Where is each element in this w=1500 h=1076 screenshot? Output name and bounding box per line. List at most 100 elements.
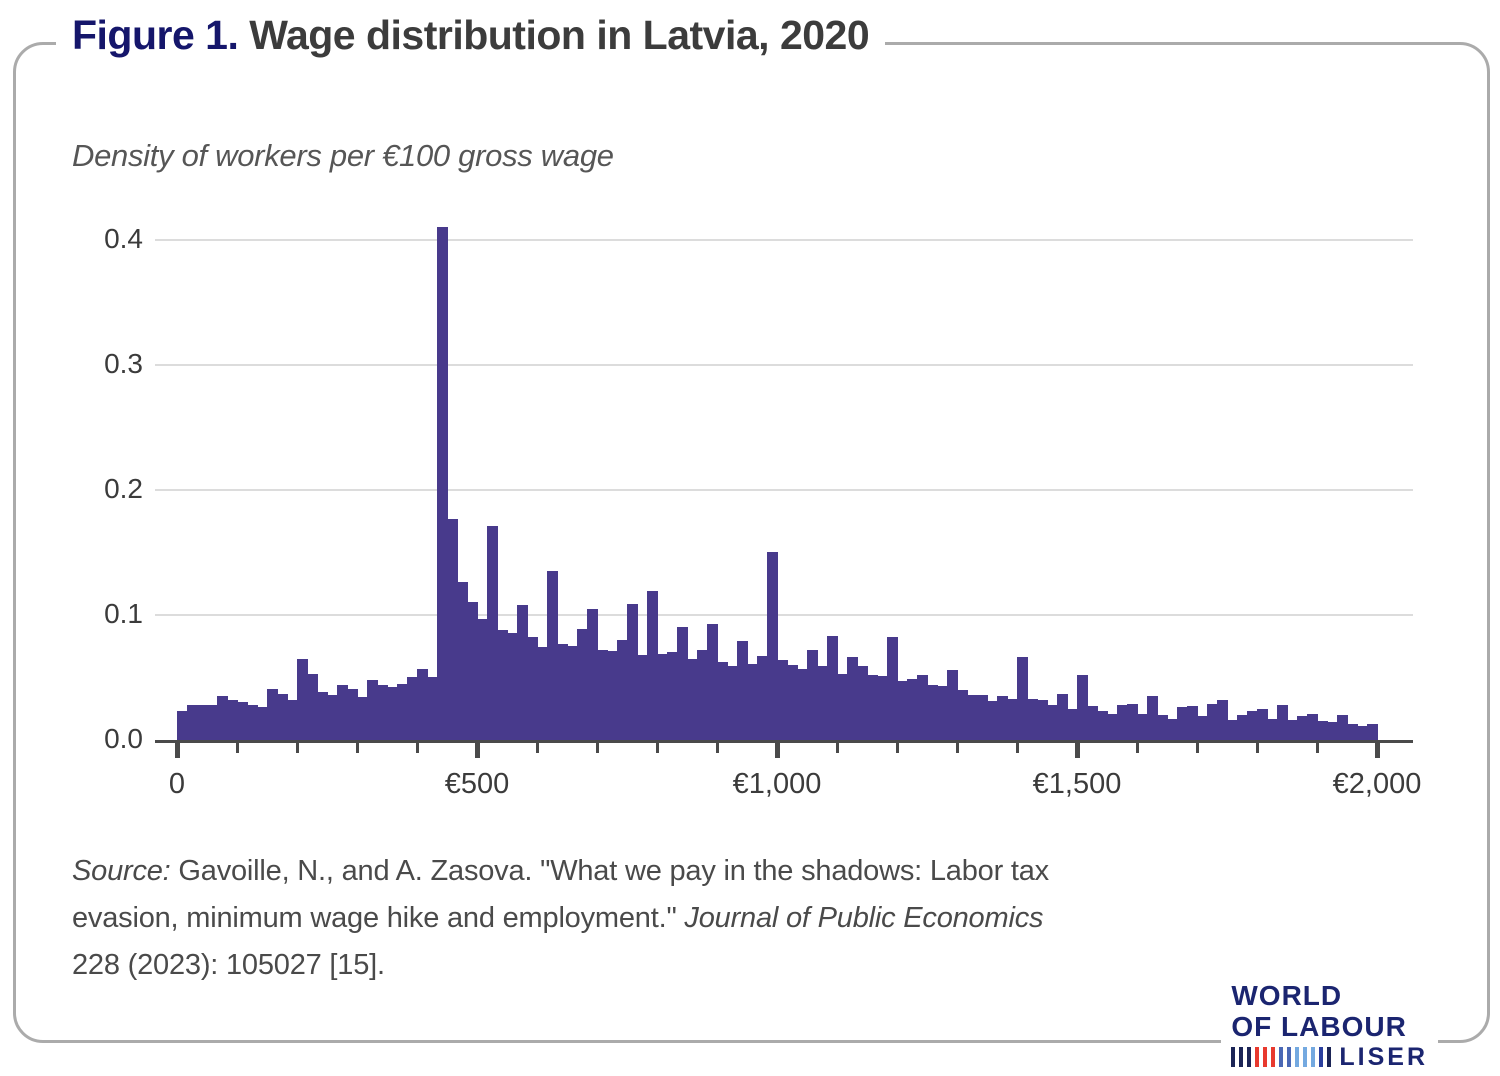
histogram-bar <box>877 676 888 740</box>
barcode-bar <box>1327 1047 1332 1067</box>
histogram-bar <box>587 609 598 740</box>
histogram-bar <box>1187 706 1198 740</box>
y-tick-label: 0.1 <box>104 598 143 629</box>
histogram-bar <box>237 702 248 740</box>
histogram-bar <box>1317 721 1328 740</box>
histogram-bar <box>807 650 818 740</box>
histogram-bar <box>1067 709 1078 740</box>
histogram-bar <box>667 652 678 740</box>
histogram-bar <box>247 705 258 740</box>
histogram-bar <box>267 689 278 740</box>
y-axis-description: Density of workers per €100 gross wage <box>72 138 614 173</box>
x-tick-label: €2,000 <box>1332 768 1422 800</box>
x-tick-label: €500 <box>444 768 510 800</box>
histogram-bar <box>1247 711 1258 740</box>
histogram-bar <box>367 680 378 740</box>
y-tick-label: 0.4 <box>104 223 143 254</box>
histogram-bar <box>1227 720 1238 740</box>
logo-line-2: OF LABOUR <box>1231 1011 1407 1042</box>
x-minor-tick <box>235 743 239 753</box>
histogram-bar <box>687 659 698 740</box>
histogram-bar <box>427 677 438 740</box>
histogram-bar <box>627 604 638 740</box>
histogram-bar <box>317 692 328 740</box>
histogram-bar <box>307 674 318 740</box>
histogram-bar <box>517 605 528 740</box>
wage-histogram-chart: 0 €500 €1,000 €1,500 €2,000 0.0 0.1 0.2 0.3 0.4 <box>104 223 1422 800</box>
histogram-bar <box>1017 657 1028 740</box>
histogram-bar <box>1077 675 1088 740</box>
histogram-bar <box>907 679 918 740</box>
figure-title: Figure 1. Wage distribution in Latvia, 2… <box>56 12 886 59</box>
histogram-bar <box>407 677 418 740</box>
x-minor-tick <box>1015 743 1019 753</box>
gridline <box>155 364 1413 366</box>
liser-barcode: LISER <box>1231 1043 1428 1071</box>
histogram-bar <box>1367 724 1378 740</box>
histogram-bar <box>797 669 808 740</box>
histogram-bar <box>1177 707 1188 740</box>
histogram-bar <box>467 602 478 740</box>
histogram-bar <box>1347 724 1358 740</box>
gridline <box>155 489 1413 491</box>
histogram-bar <box>357 697 368 740</box>
barcode-bar <box>1319 1047 1324 1067</box>
histogram-bar <box>507 633 518 740</box>
histogram-bar <box>417 669 428 740</box>
histogram-bar <box>707 624 718 740</box>
histogram-bar <box>1027 699 1038 740</box>
histogram-bar <box>257 707 268 740</box>
histogram-bar <box>607 651 618 740</box>
x-major-tick <box>474 743 480 758</box>
x-tick-label: €1,000 <box>732 768 822 800</box>
histogram-bar <box>327 695 338 740</box>
x-minor-tick <box>895 743 899 753</box>
histogram-bar <box>747 664 758 740</box>
histogram-bar <box>1147 696 1158 740</box>
histogram-bar <box>827 636 838 740</box>
histogram-bar <box>547 571 558 740</box>
histogram-bar <box>567 646 578 740</box>
x-tick-label: 0 <box>168 768 186 800</box>
histogram-bar <box>1297 716 1308 740</box>
histogram-bar <box>967 695 978 740</box>
histogram-bar <box>187 705 198 740</box>
histogram-bar <box>377 685 388 740</box>
histogram-bar <box>817 666 828 740</box>
histogram-bar <box>927 685 938 740</box>
histogram-bar <box>1047 705 1058 740</box>
source-label: Source: <box>72 855 171 887</box>
histogram-bar <box>767 552 778 740</box>
histogram-bar <box>557 644 568 740</box>
barcode-bar <box>1303 1047 1308 1067</box>
histogram-bar <box>917 675 928 740</box>
histogram-bar <box>1267 719 1278 740</box>
histogram-bar <box>477 619 488 740</box>
x-minor-tick <box>355 743 359 753</box>
histogram-bar <box>1217 700 1228 740</box>
x-minor-tick <box>955 743 959 753</box>
histogram-bar <box>1157 715 1168 740</box>
histogram-bar <box>527 637 538 740</box>
histogram-bar <box>227 700 238 740</box>
histogram-bar <box>1097 711 1108 740</box>
histogram-bar <box>997 696 1008 740</box>
x-minor-tick <box>535 743 539 753</box>
histogram-bar <box>1237 715 1248 740</box>
histogram-bar <box>777 660 788 740</box>
histogram-bar <box>1287 720 1298 740</box>
histogram-bar <box>757 656 768 740</box>
histogram-bar <box>537 647 548 740</box>
histogram-bar <box>727 666 738 740</box>
histogram-bar <box>937 686 948 740</box>
histogram-bar <box>787 665 798 740</box>
x-minor-tick <box>1255 743 1259 753</box>
histogram-bar <box>487 526 498 740</box>
x-major-tick <box>1374 743 1380 758</box>
histogram-bar <box>207 705 218 740</box>
barcode-bar <box>1295 1047 1300 1067</box>
barcode-bar <box>1311 1047 1316 1067</box>
histogram-bar <box>447 519 458 740</box>
histogram-bar <box>1327 722 1338 740</box>
histogram-bar <box>867 675 878 740</box>
